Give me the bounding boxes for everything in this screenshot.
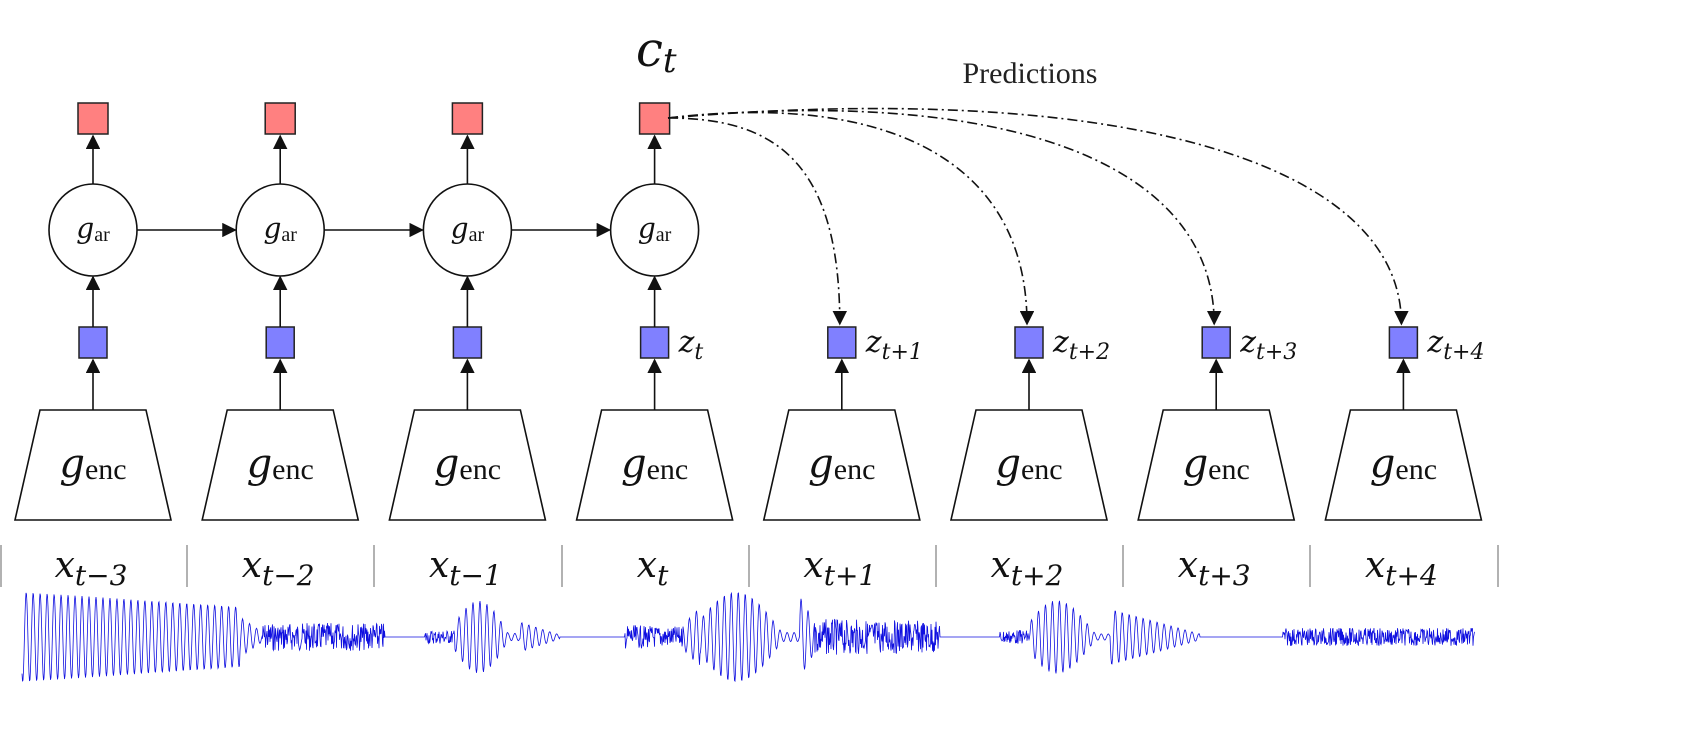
waveform-trace: [21, 591, 1475, 683]
latent-z-square: [78, 326, 108, 359]
latent-label: zt+3: [1239, 325, 1297, 365]
ar-label: gar: [638, 212, 672, 246]
prediction-arrow: [667, 109, 1222, 326]
context-c-square: [264, 102, 296, 135]
encoder-block: [1324, 409, 1483, 521]
latent-z-square: [1014, 326, 1044, 359]
column-1: genc xt−2 gar: [201, 102, 424, 592]
latent-z-square: [452, 326, 483, 359]
predictions-label: Predictions: [963, 57, 1098, 90]
column-7: genc zt+4 xt+4: [667, 107, 1484, 592]
prediction-arrow: [667, 117, 847, 326]
encoder-block: [1137, 409, 1296, 521]
encoder-block: [949, 409, 1109, 521]
encoder-block: [575, 409, 734, 521]
latent-label: zt+2: [1052, 325, 1110, 365]
encoder-label: genc: [808, 441, 875, 487]
prediction-arrow: [667, 111, 1035, 326]
ar-label: gar: [451, 212, 485, 246]
audio-waveform: [21, 591, 1475, 683]
ar-label: gar: [263, 212, 297, 246]
latent-z-square: [1388, 326, 1419, 359]
latent-z-square: [827, 326, 857, 359]
encoder-label: genc: [995, 441, 1062, 487]
encoder-block: [201, 409, 360, 521]
input-segment-label: xt+2: [991, 545, 1064, 592]
latent-label: zt+1: [865, 325, 923, 365]
context-c-square: [77, 102, 109, 135]
context-label: ct: [636, 22, 677, 81]
column-0: genc xt−3 gar: [13, 102, 237, 592]
latent-z-square: [639, 326, 670, 359]
input-segment-label: xt+4: [1365, 545, 1438, 592]
latent-label: zt+4: [1426, 325, 1484, 365]
encoder-block: [388, 409, 547, 521]
encoder-label: genc: [247, 441, 314, 487]
latent-z-square: [1201, 326, 1231, 359]
context-c-square: [451, 102, 484, 135]
encoder-label: genc: [59, 441, 126, 487]
input-segment-label: xt−1: [429, 545, 502, 592]
ar-label: gar: [76, 212, 110, 246]
context-c-square: [638, 102, 671, 135]
column-4: genc zt+1 xt+1: [667, 117, 923, 592]
input-segment-label: xt+3: [1178, 545, 1251, 592]
column-6: genc zt+3 xt+3: [667, 109, 1297, 592]
prediction-arrow: [667, 107, 1409, 326]
input-segment-label: xt−2: [242, 545, 315, 592]
column-5: genc zt+2 xt+2: [667, 111, 1110, 592]
encoder-label: genc: [621, 441, 688, 487]
column-2: genc xt−1 gar: [388, 102, 612, 592]
latent-z-square: [265, 326, 295, 359]
encoder-label: genc: [1183, 441, 1250, 487]
encoder-block: [13, 409, 173, 521]
column-3: genc zt xt gar: [575, 102, 734, 592]
input-segment-label: xt−3: [55, 545, 128, 592]
input-segment-label: xt+1: [803, 545, 876, 592]
latent-label: zt: [678, 325, 704, 365]
encoder-label: genc: [434, 441, 501, 487]
input-segment-label: xt: [637, 545, 669, 592]
encoder-label: genc: [1370, 441, 1437, 487]
encoder-block: [762, 409, 921, 521]
